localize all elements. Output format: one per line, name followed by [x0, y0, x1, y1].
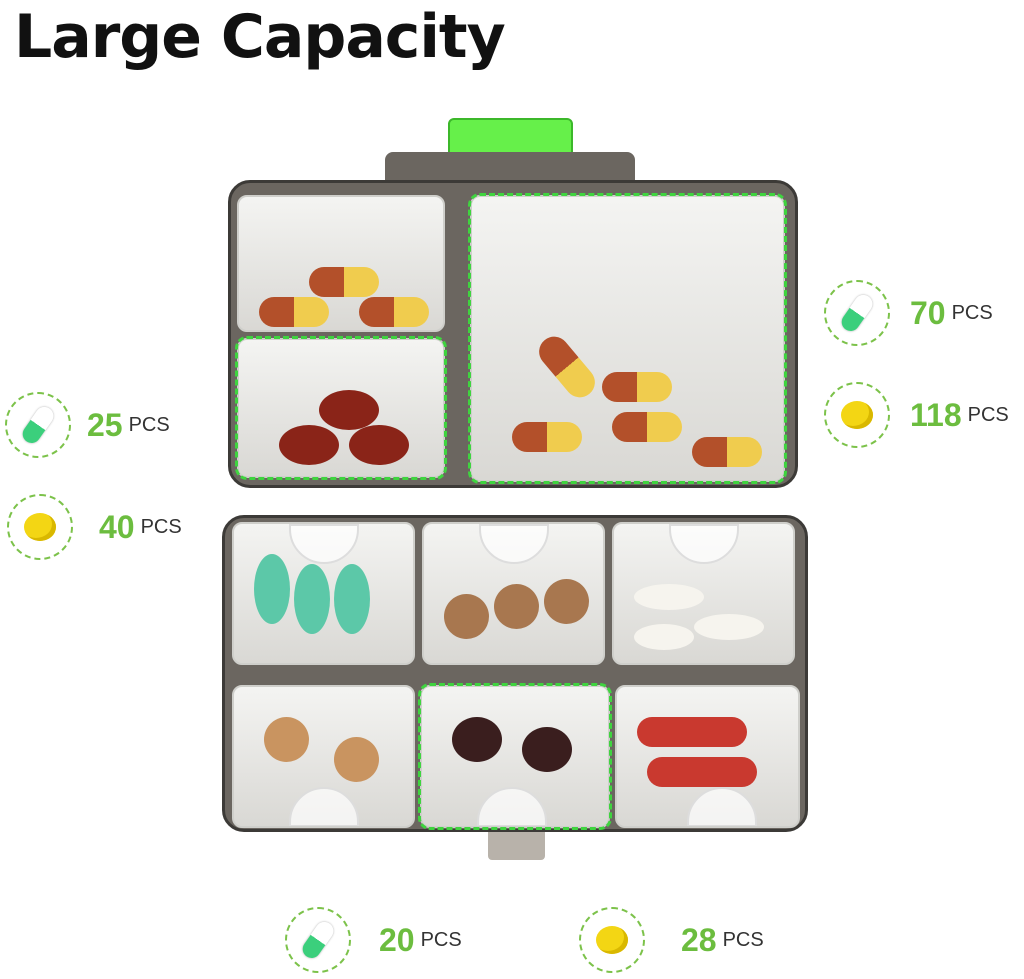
- compartment-mid-left: [235, 336, 447, 480]
- count-unit: PCS: [967, 403, 1009, 426]
- capsule-icon: [19, 403, 57, 447]
- compartment-r2c2: [418, 683, 612, 830]
- compartment-large-right: [468, 193, 787, 484]
- bottom-tab: [488, 832, 545, 860]
- count-value: 28: [681, 921, 717, 958]
- count-unit: PCS: [420, 928, 462, 951]
- label-bottom-capsule: 20 PCS: [285, 907, 462, 973]
- count-value: 25: [87, 406, 123, 443]
- label-right-capsule: 70 PCS: [824, 280, 993, 346]
- count-value: 118: [910, 396, 962, 433]
- compartment-r1c3: [612, 522, 795, 665]
- count-value: 20: [379, 921, 415, 958]
- capsule-icon: [838, 291, 876, 335]
- count-value: 70: [910, 294, 946, 331]
- count-value: 40: [99, 508, 135, 545]
- compartment-r1c1: [232, 522, 415, 665]
- label-left-tablet: 40 PCS: [7, 494, 182, 560]
- count-unit: PCS: [140, 515, 182, 538]
- compartment-top-left: [237, 195, 445, 332]
- tablet-icon: [596, 926, 628, 954]
- count-unit: PCS: [722, 928, 764, 951]
- label-bottom-tablet: 28 PCS: [579, 907, 764, 973]
- compartment-r1c2: [422, 522, 605, 665]
- page-title: Large Capacity: [14, 2, 506, 72]
- capsule-icon: [299, 918, 337, 962]
- tablet-icon: [841, 401, 873, 429]
- compartment-r2c1: [232, 685, 415, 828]
- label-right-tablet: 118 PCS: [824, 382, 1009, 448]
- count-unit: PCS: [128, 413, 170, 436]
- count-unit: PCS: [951, 301, 993, 324]
- compartment-r2c3: [615, 685, 800, 828]
- tablet-icon: [24, 513, 56, 541]
- label-left-capsule: 25 PCS: [5, 392, 170, 458]
